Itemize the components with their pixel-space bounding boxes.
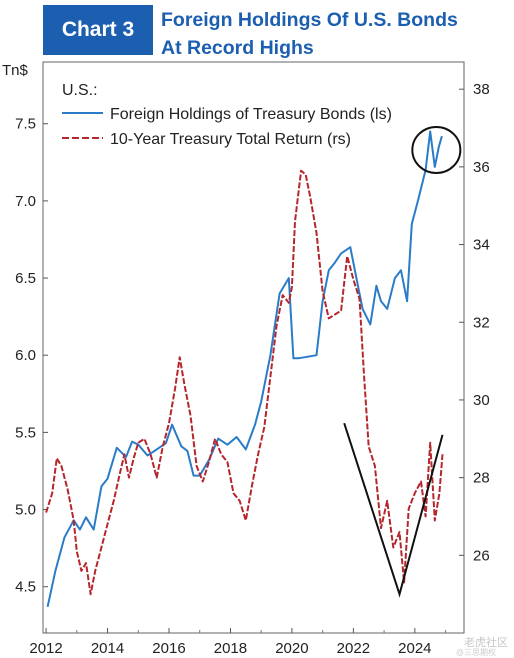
legend-label-return: 10-Year Treasury Total Return (rs) bbox=[110, 131, 351, 148]
left-axis-tick-label: 5.5 bbox=[15, 424, 36, 441]
left-axis-tick-label: 7.5 bbox=[15, 116, 36, 133]
left-axis-unit: Tn$ bbox=[2, 62, 29, 79]
x-axis-tick-label: 2020 bbox=[275, 640, 308, 657]
x-axis-tick-label: 2012 bbox=[29, 640, 62, 657]
left-axis-tick-label: 6.5 bbox=[15, 270, 36, 287]
chart-title-line2: At Record Highs bbox=[161, 37, 314, 59]
right-axis-tick-label: 30 bbox=[473, 392, 490, 409]
right-axis-tick-label: 36 bbox=[473, 159, 490, 176]
series-line-treasury-return bbox=[45, 169, 444, 596]
left-axis-tick-label: 5.0 bbox=[15, 502, 36, 519]
axes: 4.5 5.0 5.5 6.0 6.5 7.0 7.5 26 28 30 32 34 36 38 2012 2… bbox=[15, 81, 490, 657]
left-axis-tick-label: 6.0 bbox=[15, 347, 36, 364]
right-axis-tick-label: 26 bbox=[473, 547, 490, 564]
x-axis-tick-label: 2016 bbox=[152, 640, 185, 657]
x-axis-tick-label: 2014 bbox=[91, 640, 124, 657]
right-axis-tick-label: 34 bbox=[473, 237, 490, 254]
chart-title-line1: Foreign Holdings Of U.S. Bonds bbox=[161, 9, 458, 31]
right-axis-tick-label: 28 bbox=[473, 470, 490, 487]
record-high-circle bbox=[411, 125, 462, 174]
left-axis-tick-label: 4.5 bbox=[15, 579, 36, 596]
legend-label-holdings: Foreign Holdings of Treasury Bonds (ls) bbox=[110, 106, 392, 123]
chart-title: Foreign Holdings Of U.S. Bonds At Record… bbox=[161, 6, 458, 62]
x-axis-tick-label: 2022 bbox=[337, 640, 370, 657]
right-axis-tick-label: 38 bbox=[473, 81, 490, 98]
right-axis-tick-label: 32 bbox=[473, 314, 490, 331]
left-axis-tick-label: 7.0 bbox=[15, 193, 36, 210]
x-axis-tick-label: 2018 bbox=[214, 640, 247, 657]
v-shape-annotation bbox=[343, 422, 444, 598]
legend-title: U.S.: bbox=[62, 82, 98, 99]
series-line-foreign-holdings bbox=[46, 130, 443, 608]
plot-frame bbox=[42, 61, 465, 634]
annotation-layer bbox=[343, 125, 462, 598]
series-layer bbox=[45, 130, 444, 608]
watermark-sub: @三思期权 bbox=[455, 648, 496, 657]
chart-number-tag: Chart 3 bbox=[43, 5, 153, 55]
x-axis-tick-label: 2024 bbox=[398, 640, 431, 657]
watermark: 老虎社区 bbox=[464, 637, 508, 649]
legend: U.S.: Foreign Holdings of Treasury Bonds… bbox=[62, 82, 392, 148]
